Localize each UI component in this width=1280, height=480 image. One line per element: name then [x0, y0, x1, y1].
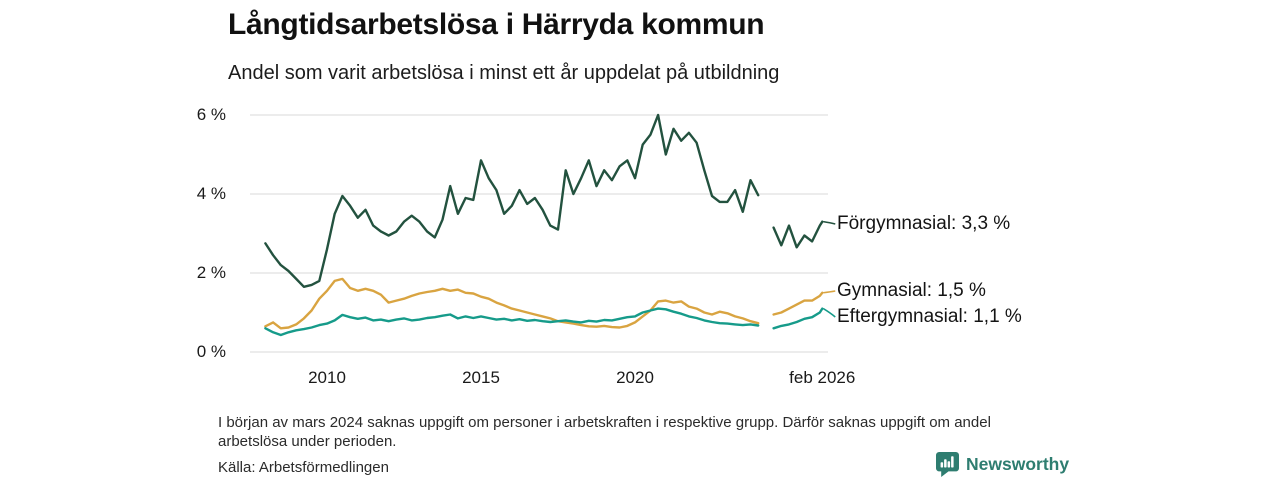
- newsworthy-logo[interactable]: Newsworthy: [936, 452, 1069, 477]
- x-tick-label: 2010: [308, 368, 346, 387]
- series-label-gymnasial: Gymnasial: 1,5 %: [837, 280, 986, 301]
- x-tick-label: feb 2026: [789, 368, 856, 387]
- chart-title: Långtidsarbetslösa i Härryda kommun: [228, 8, 765, 41]
- chart-subtitle: Andel som varit arbetslösa i minst ett å…: [228, 62, 780, 84]
- y-tick-label: 4 %: [196, 184, 226, 203]
- source-attribution: Källa: Arbetsförmedlingen: [218, 459, 389, 476]
- newsworthy-wordmark: Newsworthy: [966, 454, 1070, 474]
- x-tick-label: 2020: [616, 368, 654, 387]
- footnote: I början av mars 2024 saknas uppgift om …: [218, 414, 991, 450]
- x-tick-label: 2015: [462, 368, 500, 387]
- y-tick-label: 0 %: [196, 342, 226, 361]
- series-label-forgymnasial: Förgymnasial: 3,3 %: [837, 213, 1011, 234]
- series-label-eftergymnasial: Eftergymnasial: 1,1 %: [837, 306, 1022, 327]
- newsworthy-icon: [936, 452, 959, 477]
- y-tick-label: 6 %: [196, 105, 226, 124]
- y-tick-label: 2 %: [196, 263, 226, 282]
